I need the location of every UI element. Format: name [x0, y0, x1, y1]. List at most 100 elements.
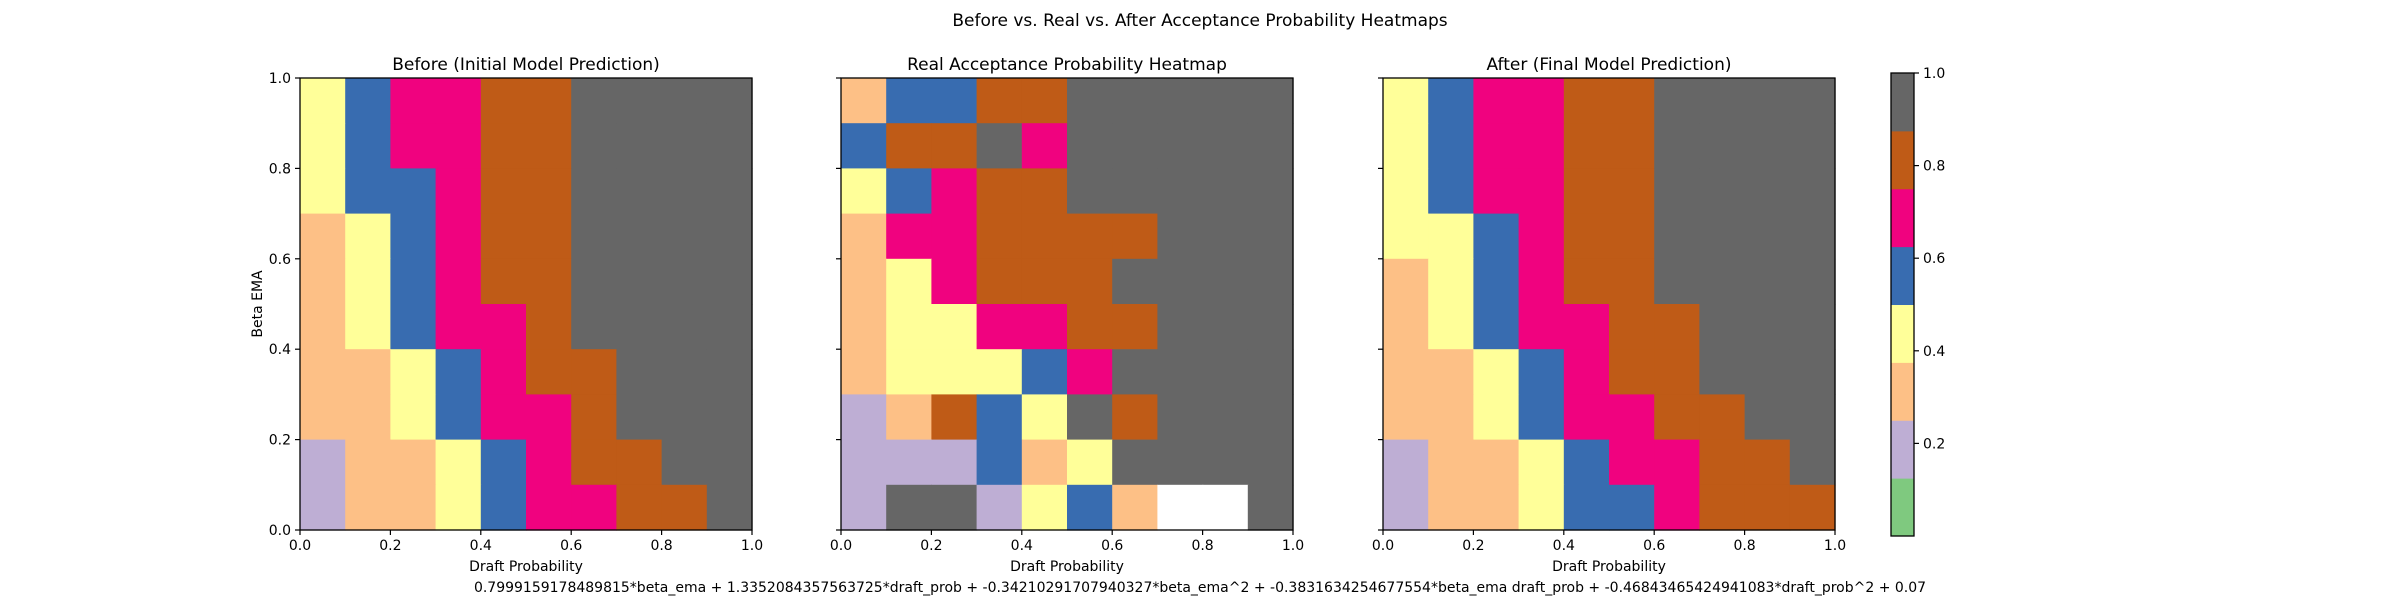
- heatmap-cell: [706, 78, 753, 124]
- heatmap-cell: [300, 123, 346, 169]
- colorbar-frame: [1890, 72, 1915, 537]
- heatmap-cell: [1247, 213, 1294, 260]
- heatmap-cell: [616, 394, 663, 441]
- heatmap-cell: [1609, 213, 1655, 260]
- heatmap-cell: [1021, 258, 1068, 305]
- heatmap-cell: [435, 304, 482, 350]
- heatmap-cell: [661, 394, 708, 441]
- heatmap-cell: [931, 168, 978, 215]
- heatmap-cell: [1699, 258, 1746, 305]
- heatmap-cell: [1744, 349, 1791, 395]
- heatmap-cell: [300, 168, 346, 215]
- heatmap-cell: [1247, 168, 1294, 215]
- heatmap-cell: [931, 123, 978, 169]
- heatmap-cell: [931, 213, 978, 260]
- heatmap-cell: [1473, 258, 1520, 305]
- heatmap-cell: [1202, 439, 1249, 486]
- heatmap-cell: [1112, 349, 1158, 395]
- heatmap-cell: [1067, 213, 1113, 260]
- x-axis-label: Draft Probability: [469, 559, 583, 575]
- heatmap-cell: [480, 304, 527, 350]
- heatmap-cell: [1789, 258, 1836, 305]
- heatmap-cell: [886, 168, 932, 215]
- heatmap-cell: [435, 394, 482, 441]
- heatmap-cell: [1563, 304, 1610, 350]
- x-axis-label: Draft Probability: [1010, 559, 1124, 575]
- x-tick-label: 0.4: [1011, 538, 1033, 554]
- heatmap-cell: [526, 123, 572, 169]
- heatmap-cell: [661, 213, 708, 260]
- heatmap-cell: [1744, 213, 1791, 260]
- heatmap-cell: [616, 304, 663, 350]
- heatmap-cell: [435, 484, 482, 531]
- heatmap-cell: [886, 123, 932, 169]
- heatmap-cell: [1247, 439, 1294, 486]
- heatmap-cell: [1202, 394, 1249, 441]
- heatmap-cell: [571, 304, 617, 350]
- colorbar-segment: [1891, 130, 1914, 190]
- heatmap-cell: [1699, 394, 1746, 441]
- y-tick-label: 0.0: [269, 523, 291, 539]
- colorbar-segment: [1891, 246, 1914, 306]
- heatmap-cell: [300, 258, 346, 305]
- x-axis-ticks: 0.0 0.2 0.4 0.6 0.8 1.0: [1372, 530, 1846, 554]
- heatmap-cell: [1563, 349, 1610, 395]
- colorbar-tick-label: 0.8: [1923, 159, 1945, 175]
- heatmap-cell: [345, 213, 391, 260]
- footer-formula: 0.7999159178489815*beta_ema + 1.33520843…: [474, 580, 1926, 596]
- heatmap-cell: [1067, 304, 1113, 350]
- heatmap-cell: [1021, 304, 1068, 350]
- colorbar-tick-label: 0.4: [1923, 344, 1945, 360]
- heatmap-cell: [616, 213, 663, 260]
- heatmap-cell: [1383, 484, 1429, 531]
- heatmap-cell: [1654, 304, 1700, 350]
- heatmap-cell: [390, 78, 437, 124]
- heatmap-cell: [571, 168, 617, 215]
- heatmap-cell: [526, 304, 572, 350]
- heatmap-cell: [1021, 123, 1068, 169]
- heatmap-cell: [1609, 123, 1655, 169]
- heatmap-cell: [1428, 213, 1474, 260]
- y-axis-ticks: [836, 77, 841, 531]
- heatmap-cell: [1789, 484, 1836, 531]
- heatmap-cell: [706, 123, 753, 169]
- heatmap-cell: [390, 304, 437, 350]
- heatmap-cell: [1654, 394, 1700, 441]
- heatmap-cell: [616, 439, 663, 486]
- heatmap-cell: [841, 439, 887, 486]
- heatmap-cell: [1518, 213, 1565, 260]
- heatmap-cell: [1699, 349, 1746, 395]
- chart-title: Before (Initial Model Prediction): [392, 55, 660, 75]
- heatmap-cell: [1067, 78, 1113, 124]
- heatmap-cell: [661, 439, 708, 486]
- heatmap-cell: [571, 439, 617, 486]
- heatmap-cell: [1744, 394, 1791, 441]
- heatmap-cell: [1157, 484, 1204, 531]
- heatmap-cell: [616, 123, 663, 169]
- heatmap-cell: [1383, 258, 1429, 305]
- heatmap-cell: [390, 484, 437, 531]
- heatmap-cell: [841, 349, 887, 395]
- heatmap-cell: [1563, 213, 1610, 260]
- heatmap-cell: [1518, 484, 1565, 531]
- heatmap-cell: [1247, 304, 1294, 350]
- heatmap-cell: [300, 213, 346, 260]
- heatmap-cell: [1112, 394, 1158, 441]
- heatmap-cell: [841, 394, 887, 441]
- heatmap-cell: [1473, 304, 1520, 350]
- x-tick-label: 0.6: [1101, 538, 1123, 554]
- heatmap-cell: [480, 258, 527, 305]
- heatmap-cell: [1744, 258, 1791, 305]
- heatmap-cell: [661, 484, 708, 531]
- heatmap-cell: [1609, 304, 1655, 350]
- y-tick-label: 0.6: [269, 252, 291, 268]
- heatmap-cell: [526, 394, 572, 441]
- heatmap-cell: [1518, 394, 1565, 441]
- heatmap-cell: [1157, 304, 1204, 350]
- x-tick-label: 0.8: [1733, 538, 1755, 554]
- x-tick-label: 0.4: [470, 538, 492, 554]
- heatmap-cell: [1157, 123, 1204, 169]
- heatmap-cell: [1699, 213, 1746, 260]
- heatmap-cell: [1699, 304, 1746, 350]
